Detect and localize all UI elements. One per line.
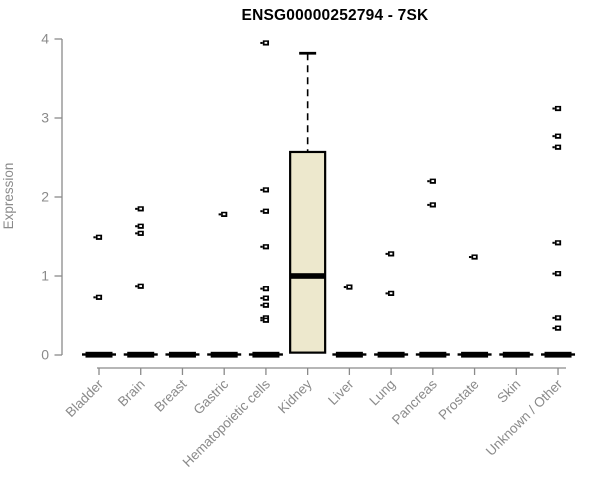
data-point-center bbox=[264, 41, 268, 44]
data-point-tick bbox=[135, 232, 138, 235]
data-point-center bbox=[264, 287, 268, 290]
y-tick-label: 3 bbox=[41, 110, 49, 126]
data-point-center bbox=[473, 255, 476, 258]
data-point-tick bbox=[218, 213, 221, 216]
x-tick-label: Prostate bbox=[436, 377, 482, 423]
x-tick-label: Bladder bbox=[63, 376, 107, 420]
data-point-tick bbox=[468, 256, 472, 259]
data-point-tick bbox=[260, 245, 263, 248]
zero-bar bbox=[502, 351, 530, 358]
x-tick-label: Gastric bbox=[190, 376, 231, 417]
box bbox=[289, 150, 327, 354]
data-point-tick bbox=[552, 241, 555, 244]
data-point-center bbox=[139, 207, 143, 210]
y-tick-label: 0 bbox=[41, 347, 49, 363]
zero-bar bbox=[419, 351, 447, 358]
data-point-tick bbox=[427, 180, 430, 183]
data-point-center bbox=[97, 236, 101, 239]
median-line bbox=[290, 273, 326, 279]
zero-bar bbox=[168, 351, 196, 358]
data-point-center bbox=[556, 327, 560, 329]
data-point-center bbox=[97, 296, 101, 299]
zero-bar bbox=[127, 351, 155, 358]
data-point-center bbox=[264, 319, 268, 322]
data-point-center bbox=[222, 213, 226, 216]
x-tick-label: Brain bbox=[115, 377, 148, 410]
data-point-center bbox=[139, 285, 143, 288]
data-point-tick bbox=[552, 272, 555, 275]
data-point-center bbox=[556, 146, 560, 149]
x-tick-label: Unknown / Other bbox=[483, 376, 566, 459]
zero-bar bbox=[210, 351, 238, 358]
zero-bar bbox=[335, 351, 363, 358]
data-point-center bbox=[264, 188, 268, 191]
data-point-center bbox=[264, 297, 268, 299]
data-point-center bbox=[431, 180, 435, 182]
zero-bar bbox=[461, 351, 489, 358]
data-point-center bbox=[264, 245, 268, 248]
data-point-center bbox=[556, 316, 560, 319]
data-point-center bbox=[389, 292, 393, 295]
data-point-center bbox=[556, 241, 560, 244]
zero-bar bbox=[252, 351, 280, 358]
zero-bar bbox=[85, 351, 113, 358]
y-tick-label: 2 bbox=[41, 189, 49, 205]
data-point-tick bbox=[260, 287, 263, 290]
y-tick-label: 4 bbox=[41, 31, 49, 47]
data-point-tick bbox=[552, 107, 555, 110]
zero-bar bbox=[544, 351, 572, 358]
data-point-center bbox=[431, 203, 435, 206]
x-tick-label: Skin bbox=[494, 377, 523, 406]
data-point-center bbox=[139, 225, 143, 228]
data-point-tick bbox=[260, 210, 263, 213]
data-point-tick bbox=[552, 327, 555, 330]
data-point-tick bbox=[552, 316, 555, 319]
y-tick-label: 1 bbox=[41, 268, 49, 284]
x-tick-label: Pancreas bbox=[389, 376, 440, 427]
zero-bar bbox=[377, 351, 405, 358]
x-tick-label: Liver bbox=[325, 376, 357, 408]
data-point-tick bbox=[135, 285, 138, 288]
data-point-tick bbox=[260, 188, 263, 191]
data-point-tick bbox=[260, 304, 263, 307]
data-point-tick bbox=[260, 297, 263, 300]
x-tick-label: Breast bbox=[151, 376, 189, 414]
data-point-center bbox=[556, 272, 560, 275]
x-tick-label: Lung bbox=[366, 377, 398, 409]
data-point-tick bbox=[552, 146, 555, 149]
data-point-tick bbox=[93, 236, 96, 239]
data-point-center bbox=[347, 285, 351, 288]
data-point-tick bbox=[260, 41, 263, 44]
chart-title: ENSG00000252794 - 7SK bbox=[241, 7, 429, 24]
data-point-tick bbox=[135, 225, 138, 228]
data-point-tick bbox=[552, 135, 555, 138]
data-point-tick bbox=[385, 292, 388, 295]
data-point-tick bbox=[260, 319, 263, 322]
data-point-center bbox=[139, 232, 143, 235]
data-point-center bbox=[389, 252, 393, 255]
x-tick-label: Kidney bbox=[275, 376, 315, 416]
data-point-tick bbox=[343, 286, 347, 289]
data-point-tick bbox=[93, 296, 96, 299]
data-point-center bbox=[556, 135, 560, 137]
data-point-center bbox=[264, 304, 268, 307]
data-point-tick bbox=[385, 252, 388, 255]
data-point-tick bbox=[135, 207, 138, 210]
data-point-tick bbox=[427, 203, 430, 206]
data-point-center bbox=[264, 210, 268, 213]
data-point-center bbox=[556, 107, 560, 110]
data-point-tick bbox=[260, 316, 263, 319]
